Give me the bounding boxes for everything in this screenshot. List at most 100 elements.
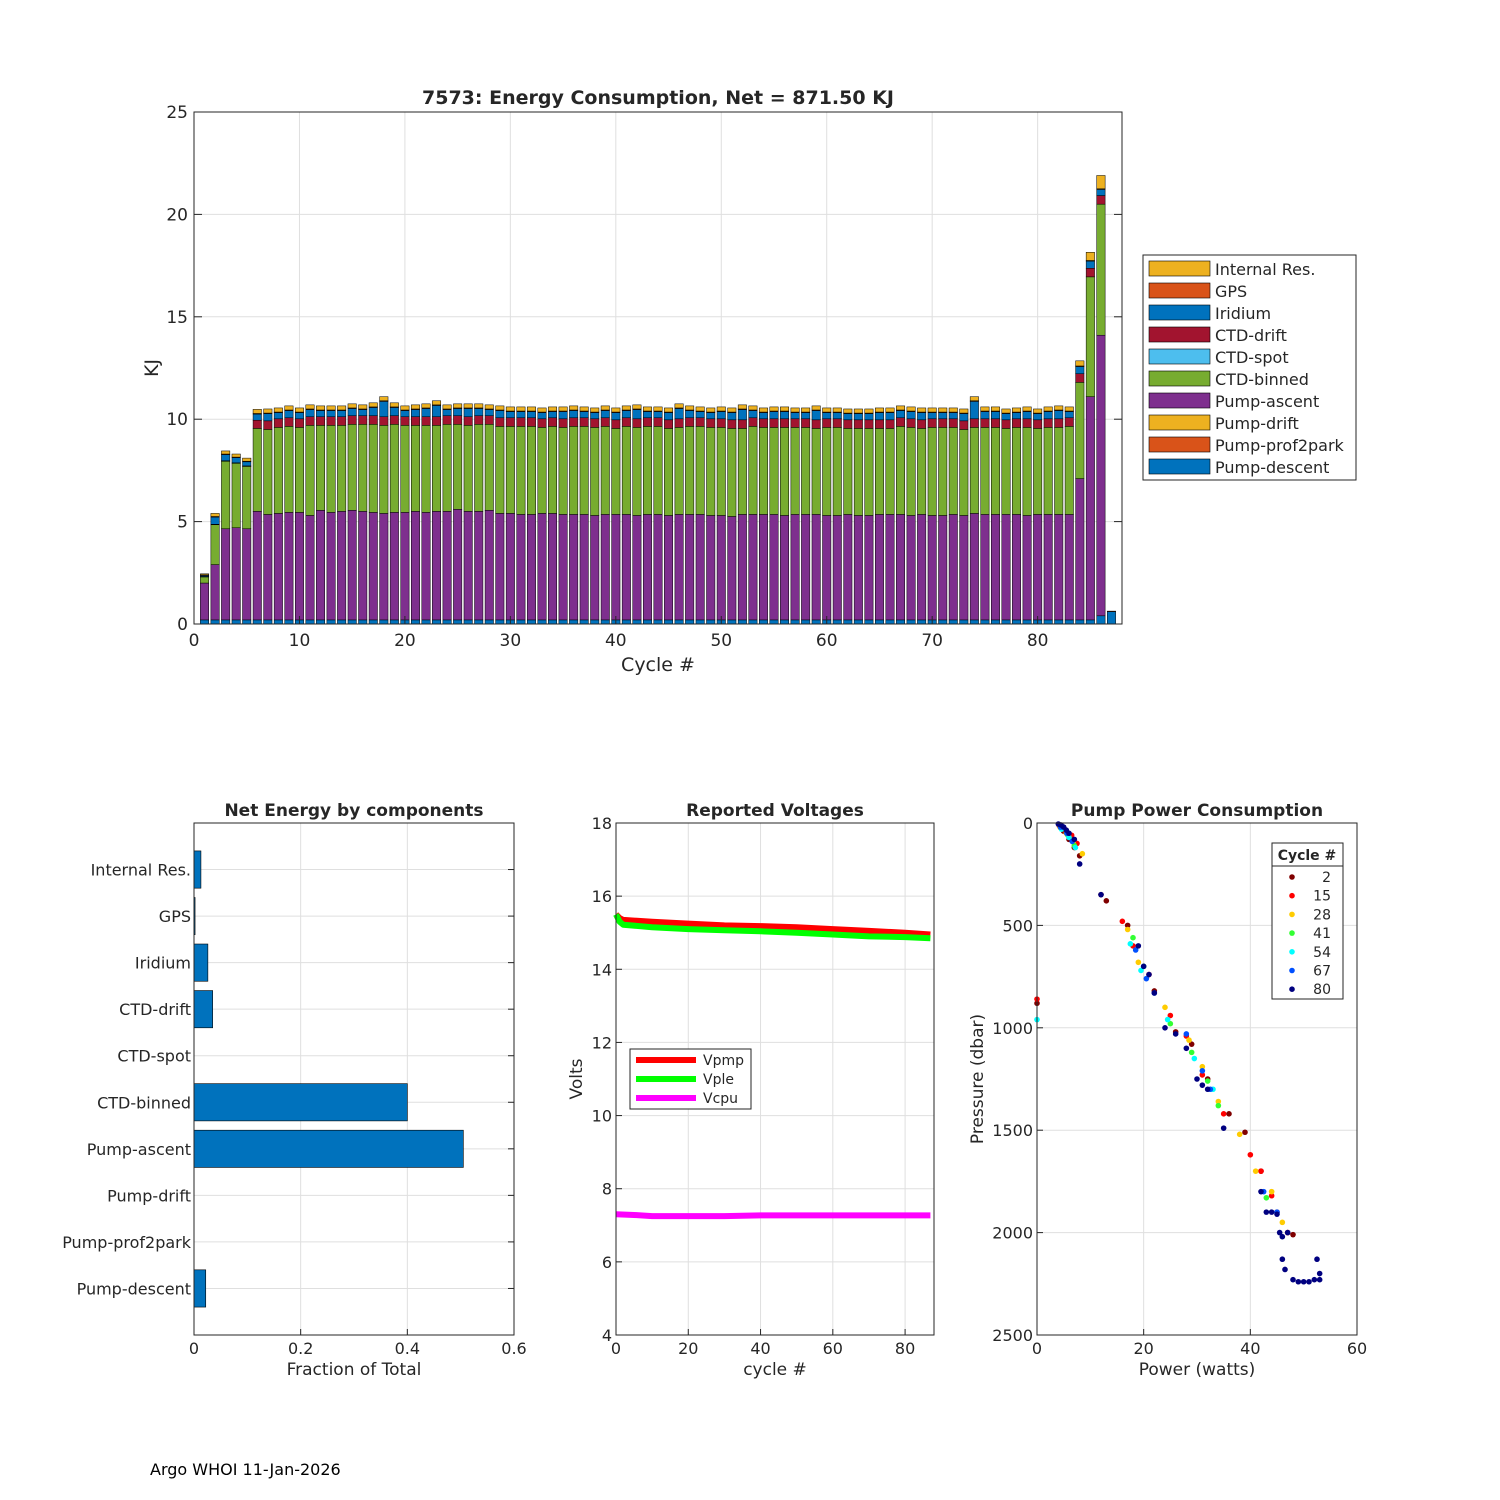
bar-segment-ctd-drift <box>442 415 452 425</box>
tick-label-y: Pump-ascent <box>87 1140 191 1159</box>
bar-stack-cycle-46 <box>674 403 684 625</box>
data-point-cycle-2 <box>1103 898 1110 904</box>
bar-segment-ctd-binned <box>1043 427 1053 515</box>
bar-segment-ctd-binned <box>432 425 442 512</box>
bar-segment-pump-ascent <box>695 514 705 621</box>
bar-segment-iridium <box>273 412 283 420</box>
bar-segment-ctd-binned <box>927 427 937 516</box>
bar-stack-cycle-22 <box>421 403 431 625</box>
bar-stack-cycle-20 <box>400 405 410 625</box>
bar-segment-ctd-binned <box>959 429 969 516</box>
bar-segment-internal-res- <box>896 405 906 411</box>
bar-segment-pump-descent <box>737 619 747 625</box>
bar-segment-ctd-binned <box>822 427 832 516</box>
bar-segment-ctd-binned <box>906 427 916 516</box>
legend-label: Iridium <box>1215 304 1271 323</box>
bar-segment-ctd-binned <box>242 466 252 530</box>
bar-segment-ctd-drift <box>421 416 431 426</box>
bar-segment-pump-ascent <box>305 515 315 621</box>
bar-segment-internal-res- <box>558 406 568 412</box>
bar-segment-iridium <box>1012 412 1022 420</box>
bar-segment-pump-ascent <box>273 513 283 621</box>
bar-segment-ctd-drift <box>484 415 494 425</box>
legend-marker <box>1289 930 1295 936</box>
bar-segment-ctd-drift <box>1085 268 1095 278</box>
bar-segment-ctd-binned <box>896 426 906 515</box>
bar-segment-pump-ascent <box>410 511 420 621</box>
bar-segment-pump-ascent <box>832 515 842 621</box>
bar-stack-cycle-71 <box>938 407 948 625</box>
bar-segment-internal-res- <box>432 400 442 406</box>
bar-segment-ctd-binned <box>326 425 336 513</box>
bar-segment-pump-ascent <box>716 515 726 621</box>
tick-label-x: 70 <box>921 631 943 651</box>
bar-segment-pump-descent <box>1054 619 1064 625</box>
data-point-cycle-41 <box>1204 1078 1211 1084</box>
bar-segment-iridium <box>347 408 357 416</box>
bar-segment-internal-res- <box>410 404 420 410</box>
bar-segment-iridium <box>505 411 515 419</box>
bar-segment-ctd-binned <box>758 427 768 515</box>
bar-segment-iridium <box>1054 410 1064 420</box>
bar-stack-cycle-34 <box>548 406 558 625</box>
reported-voltages-chart: 0 20 40 60 80 4 6 8 10 12 14 16 18 Reported Voltages… <box>567 801 935 1380</box>
bar-segment-internal-res- <box>590 407 600 413</box>
tick-label-y: 1000 <box>992 1019 1033 1038</box>
tick-label-x: 0 <box>189 631 200 651</box>
bar-segment-ctd-binned <box>516 426 526 515</box>
bar-stack-cycle-7 <box>263 408 273 625</box>
bar-stack-cycle-2 <box>210 513 220 625</box>
bar-stack-cycle-75 <box>980 406 990 625</box>
bar-segment-iridium <box>674 408 684 420</box>
bar-segment-pump-descent <box>874 619 884 625</box>
bar-stack-cycle-31 <box>516 406 526 625</box>
bar-segment-internal-res- <box>685 405 695 411</box>
bar-segment-ctd-drift <box>358 415 368 425</box>
bar-segment-iridium <box>906 411 916 420</box>
bar-segment-ctd-binned <box>263 429 273 515</box>
bar-segment-ctd-drift <box>748 417 758 427</box>
bar-segment-pump-ascent <box>664 515 674 621</box>
series-line-vpmp <box>613 912 931 938</box>
y-axis-label: KJ <box>141 359 163 377</box>
bar-stack-cycle-14 <box>337 405 347 625</box>
bar-segment-ctd-binned <box>1012 427 1022 515</box>
bar-segment-iridium <box>927 412 937 420</box>
bar-stack-cycle-37 <box>579 406 589 625</box>
bar-segment-iridium <box>790 412 800 420</box>
bar-segment-ctd-drift <box>505 417 515 427</box>
bar-stack-cycle-42 <box>632 404 642 625</box>
bar-stack-cycle-39 <box>600 405 610 625</box>
data-point-cycle-80 <box>1146 971 1152 978</box>
bar-segment-pump-ascent <box>790 514 800 621</box>
bar-segment-iridium <box>727 412 737 421</box>
bar-segment-ctd-binned <box>674 427 684 515</box>
bar-segment-ctd-binned <box>548 426 558 514</box>
tick-label-y: CTD-spot <box>117 1047 191 1066</box>
tick-label-x: 40 <box>750 1339 770 1358</box>
bar-segment-internal-res- <box>242 457 252 462</box>
bar-segment-pump-ascent <box>938 515 948 621</box>
bar-segment-ctd-binned <box>1033 428 1043 515</box>
bar-segment-iridium <box>579 411 589 419</box>
bar-segment-iridium <box>896 410 906 419</box>
bar-segment-iridium <box>537 412 547 420</box>
bar-stack-cycle-23 <box>432 400 442 625</box>
bar-segment-pump-ascent <box>874 514 884 621</box>
bar-stack-cycle-16 <box>358 404 368 625</box>
bar-segment-iridium <box>558 411 568 420</box>
data-point-cycle-28 <box>1135 959 1142 966</box>
tick-label-y: 4 <box>602 1326 612 1345</box>
bar-segment-ctd-drift <box>969 418 979 428</box>
bar-segment-ctd-binned <box>579 426 589 515</box>
bar-segment-pump-ascent <box>822 515 832 621</box>
bar-stack-cycle-70 <box>927 407 937 625</box>
bar-segment-pump-ascent <box>347 510 357 621</box>
bar-segment-pump-ascent <box>758 514 768 621</box>
bar-stack-cycle-3 <box>221 450 231 625</box>
tick-label-y: 1500 <box>992 1121 1033 1140</box>
bar-segment-iridium <box>252 413 262 421</box>
bar-segment-ctd-binned <box>980 427 990 515</box>
bar-segment-pump-descent <box>664 619 674 625</box>
bar-segment-ctd-drift <box>1054 418 1064 428</box>
